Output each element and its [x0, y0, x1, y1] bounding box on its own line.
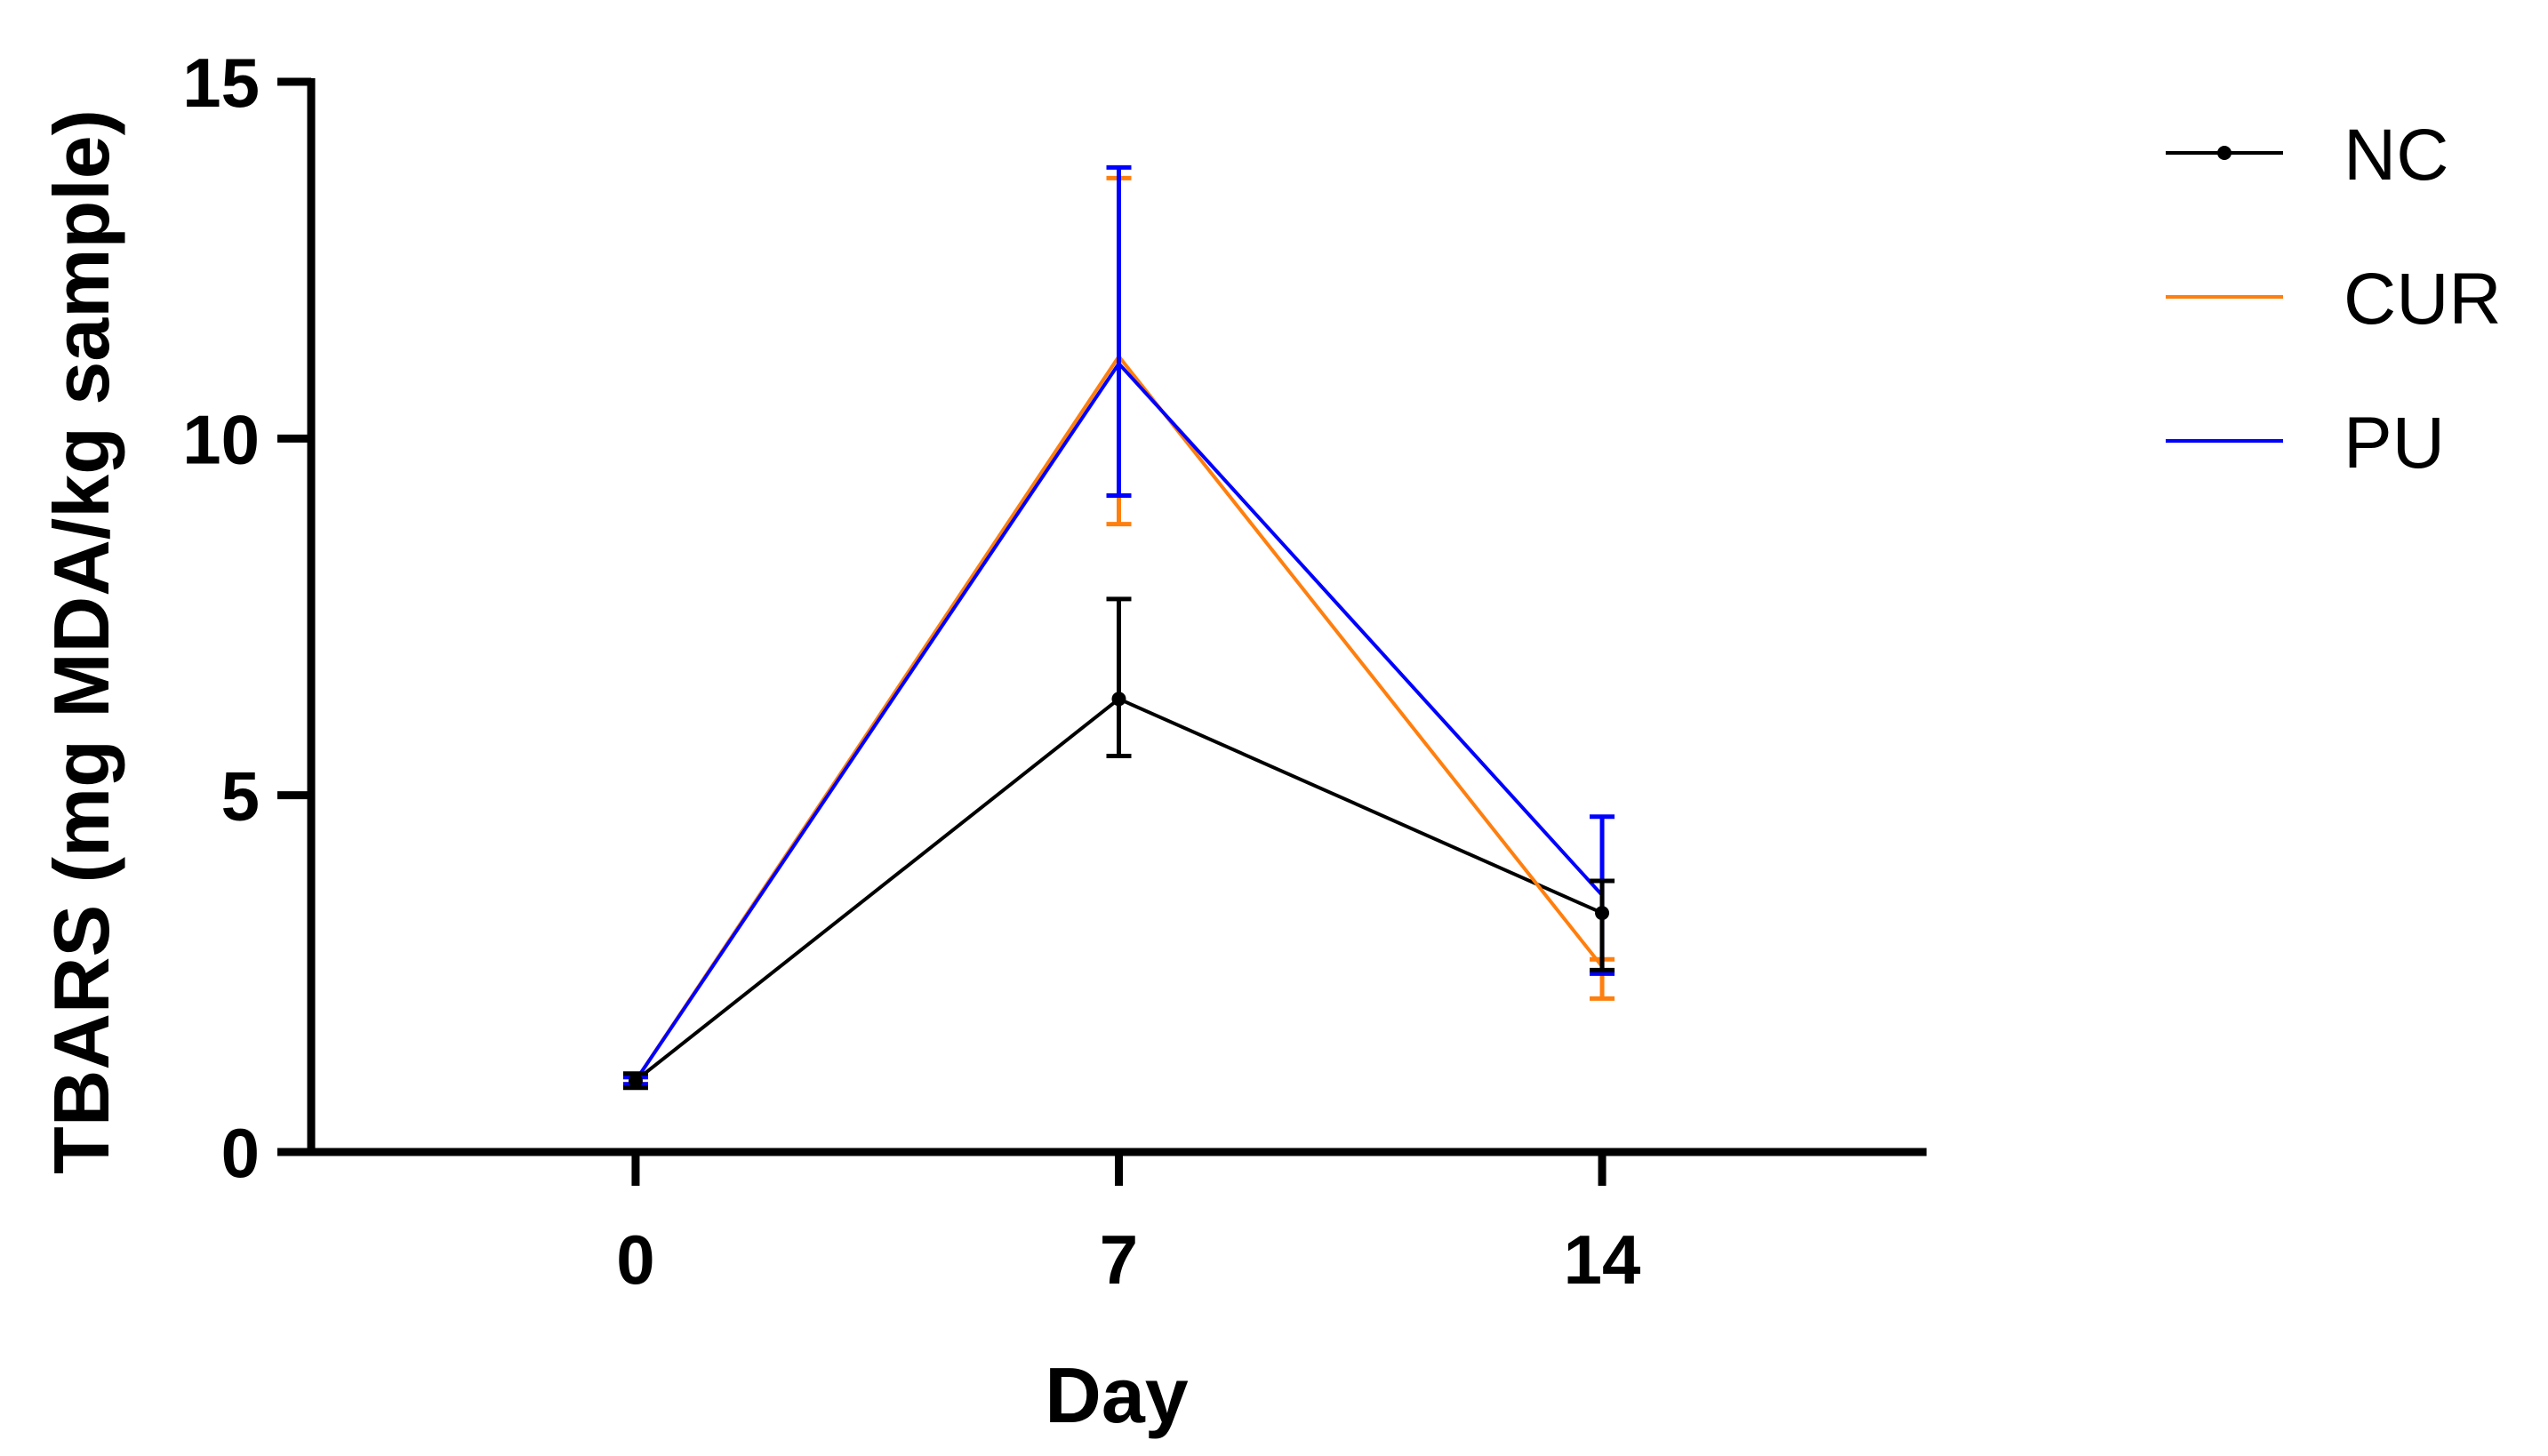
y-tick-label: 5 [221, 757, 260, 836]
x-tick-label: 0 [616, 1220, 654, 1299]
data-point [628, 1073, 643, 1088]
y-tick-label: 10 [182, 400, 260, 478]
legend-label-nc: NC [2344, 115, 2448, 196]
legend-label-cur: CUR [2344, 259, 2502, 340]
y-axis-title: TBARS (mg MDA/kg sample) [37, 109, 125, 1174]
y-tick-label: 15 [182, 44, 260, 122]
axes: 0 5 10 15 0 7 14 [182, 44, 1927, 1299]
x-axis-title: Day [1045, 1351, 1188, 1439]
data-point [1595, 906, 1610, 921]
x-tick-label: 7 [1100, 1220, 1138, 1299]
legend-label-pu: PU [2344, 403, 2445, 484]
y-tick-label: 0 [221, 1114, 260, 1192]
data-point [1111, 692, 1126, 707]
plot-area [622, 164, 1615, 1091]
x-tick-label: 14 [1564, 1220, 1641, 1299]
legend-marker [2217, 146, 2232, 160]
legend: NC CUR PU [2166, 115, 2502, 484]
